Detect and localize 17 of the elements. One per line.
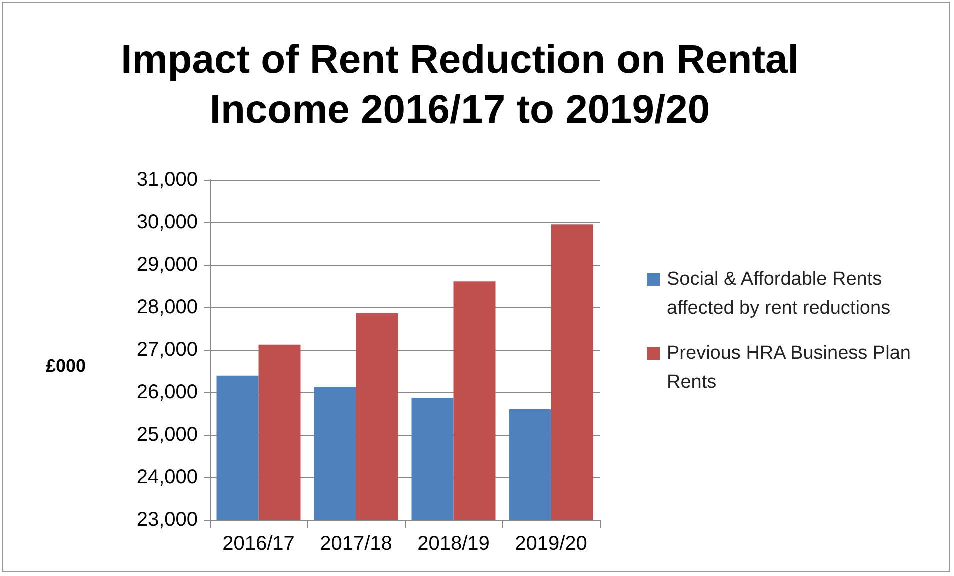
y-tick-label: 29,000 — [136, 254, 198, 276]
x-tick-label: 2018/19 — [418, 533, 490, 555]
legend-label: Social & Affordable Rents affected by rent reductions — [666, 268, 892, 321]
y-tick-label: 27,000 — [136, 339, 198, 361]
x-tick-label: 2017/18 — [320, 533, 392, 555]
chart-title: Impact of Rent Reduction on Rental Income 2016/17 to 2019/20 — [120, 37, 800, 134]
y-tick-label: 24,000 — [136, 466, 198, 488]
y-tick-label: 25,000 — [136, 424, 198, 446]
y-axis-title: £000 — [46, 356, 86, 377]
legend-label: Previous HRA Business Plan Rents — [666, 342, 912, 395]
x-tick-label: 2019/20 — [515, 533, 588, 555]
x-tick-label: 2016/17 — [222, 533, 295, 555]
y-tick-label: 26,000 — [136, 382, 198, 404]
y-tick-label: 31,000 — [136, 169, 198, 191]
y-tick-label: 30,000 — [136, 212, 198, 234]
y-tick-label: 23,000 — [136, 509, 198, 531]
y-tick-label: 28,000 — [136, 296, 198, 318]
